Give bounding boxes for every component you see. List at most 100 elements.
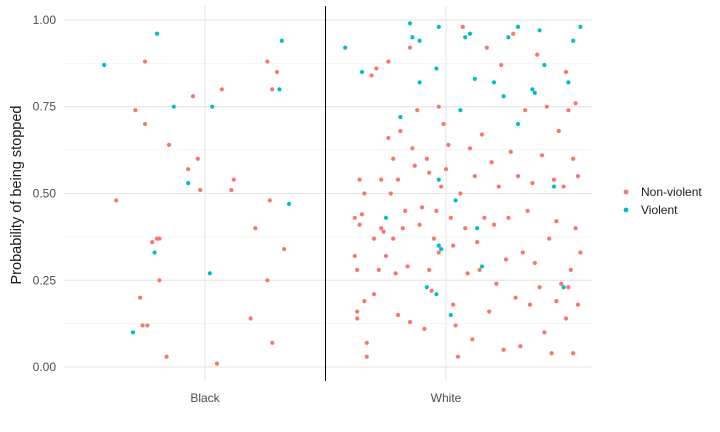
violent-point (359, 69, 365, 75)
violent-point (542, 62, 547, 68)
violent-point (417, 80, 422, 85)
violent-point (410, 35, 415, 40)
violent-point (171, 104, 176, 109)
non-violent-point (362, 191, 367, 196)
violent-point (424, 285, 429, 290)
non-violent-point (568, 267, 573, 272)
non-violent-point (229, 187, 234, 193)
non-violent-point (503, 257, 509, 262)
violent-point (472, 76, 477, 82)
non-violent-point (434, 208, 439, 213)
violent-point (152, 250, 157, 255)
non-violent-point (515, 174, 521, 179)
non-violent-point (554, 219, 559, 224)
legend: Non-violent Violent (623, 185, 702, 217)
non-violent-point (386, 59, 391, 64)
non-violent-point (214, 361, 220, 366)
non-violent-point (489, 160, 494, 165)
non-violent-point (359, 212, 365, 217)
x-tick-label: Black (190, 391, 220, 405)
non-violent-point (460, 24, 465, 29)
non-violent-point (463, 226, 468, 231)
y-tick-label: 1.00 (33, 13, 57, 27)
non-violent-point (501, 347, 506, 352)
non-violent-point (352, 215, 357, 220)
non-violent-point (455, 354, 461, 359)
non-violent-point (513, 295, 518, 300)
non-violent-point (386, 135, 391, 141)
x-tick-labels: Black White (190, 391, 461, 405)
y-tick-label: 0.50 (33, 187, 57, 201)
violent-point (407, 21, 413, 26)
non-violent-point (403, 208, 408, 213)
violent-point (463, 35, 468, 40)
non-violent-point (410, 146, 415, 151)
non-violent-point (140, 323, 145, 328)
legend-key-non-violent (623, 189, 629, 195)
non-violent-point (563, 69, 569, 75)
violent-point (286, 201, 292, 207)
non-violent-point (429, 288, 434, 293)
violent-point (436, 243, 441, 248)
non-violent-point (573, 226, 578, 231)
violent-point (398, 115, 403, 120)
non-violent-point (383, 253, 389, 259)
non-violent-point (542, 330, 547, 335)
non-violent-point (364, 340, 369, 345)
non-violent-point (561, 184, 566, 189)
non-violent-point (578, 250, 583, 255)
non-violent-point (554, 299, 559, 304)
non-violent-point (133, 108, 138, 113)
non-violent-point (265, 59, 270, 64)
non-violent-point (379, 177, 384, 182)
non-violent-point (145, 323, 150, 328)
violent-point (186, 180, 191, 186)
non-violent-point (150, 240, 155, 245)
non-violent-point (571, 156, 576, 161)
non-violent-point (499, 62, 504, 68)
non-violent-point (364, 354, 369, 359)
violent-point (417, 38, 422, 43)
x-tick-label: White (431, 391, 462, 405)
legend-key-violent (623, 207, 629, 213)
non-violent-point (419, 205, 425, 210)
data-points (102, 21, 583, 366)
violent-point (578, 24, 583, 29)
non-violent-point (439, 184, 444, 189)
violent-point (458, 108, 463, 113)
non-violent-point (436, 104, 441, 109)
violent-point (501, 94, 506, 99)
non-violent-point (248, 316, 253, 321)
non-violent-point (575, 302, 581, 307)
non-violent-point (267, 198, 272, 203)
violent-point (343, 45, 348, 50)
violent-point (279, 38, 284, 43)
non-violent-point (407, 319, 413, 325)
non-violent-point (508, 149, 513, 154)
non-violent-point (190, 94, 196, 99)
violent-point (566, 80, 571, 85)
violent-point (561, 285, 566, 290)
non-violent-point (427, 267, 432, 272)
violent-point (530, 87, 535, 92)
non-violent-point (417, 222, 422, 227)
non-violent-point (549, 351, 554, 356)
non-violent-point (563, 316, 569, 321)
non-violent-point (573, 101, 578, 106)
non-violent-point (475, 240, 480, 245)
y-tick-label: 0.75 (33, 100, 57, 114)
non-violent-point (482, 215, 487, 220)
non-violent-point (525, 208, 530, 213)
y-axis-title: Probability of being stopped (9, 106, 25, 285)
non-violent-point (506, 215, 511, 220)
non-violent-point (395, 177, 401, 182)
non-violent-point (415, 108, 420, 113)
non-violent-point (407, 45, 413, 50)
non-violent-point (537, 285, 542, 290)
violent-point (207, 271, 212, 276)
non-violent-point (270, 87, 275, 92)
violent-point (436, 177, 441, 182)
non-violent-point (400, 226, 405, 231)
non-violent-point (405, 264, 410, 269)
